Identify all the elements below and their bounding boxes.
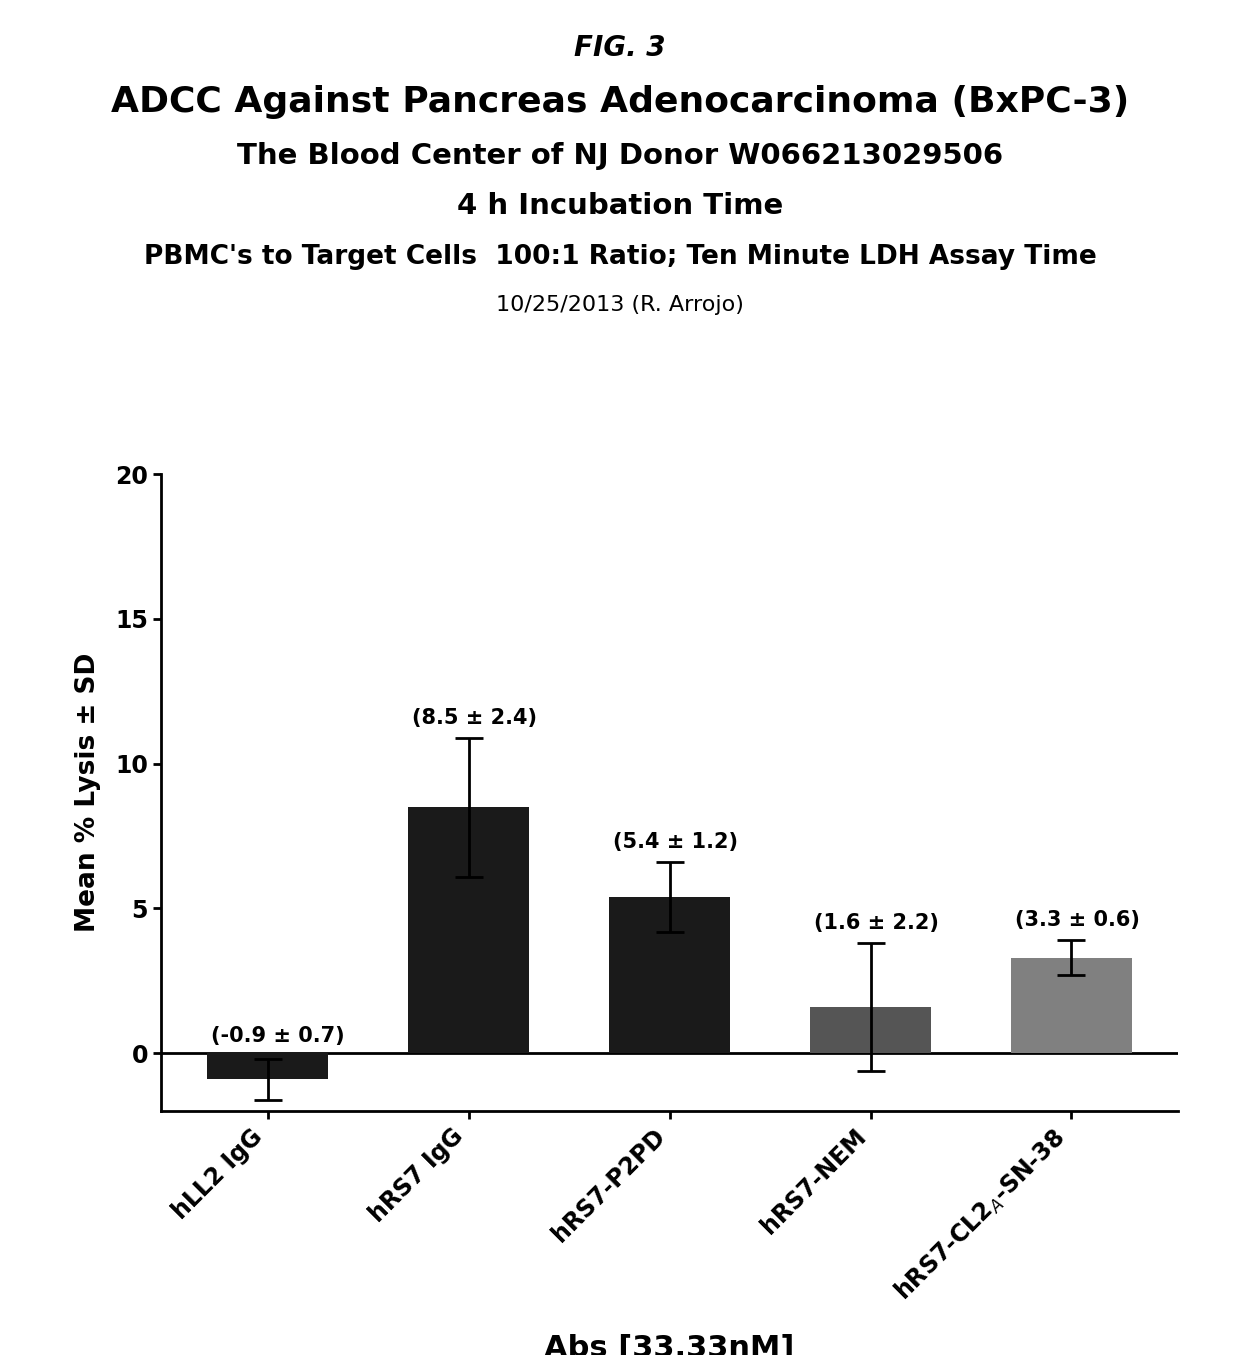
Text: The Blood Center of NJ Donor W066213029506: The Blood Center of NJ Donor W0662130295… xyxy=(237,142,1003,169)
Text: (8.5 ± 2.4): (8.5 ± 2.4) xyxy=(413,707,537,728)
Text: PBMC's to Target Cells  100:1 Ratio; Ten Minute LDH Assay Time: PBMC's to Target Cells 100:1 Ratio; Ten … xyxy=(144,244,1096,271)
Text: (1.6 ± 2.2): (1.6 ± 2.2) xyxy=(815,913,939,934)
Bar xyxy=(408,808,529,1053)
Text: 10/25/2013 (R. Arrojo): 10/25/2013 (R. Arrojo) xyxy=(496,295,744,314)
Text: (3.3 ± 0.6): (3.3 ± 0.6) xyxy=(1016,911,1140,930)
Bar xyxy=(609,897,730,1053)
Bar xyxy=(1011,958,1132,1053)
Bar xyxy=(207,1053,329,1079)
Text: ADCC Against Pancreas Adenocarcinoma (BxPC-3): ADCC Against Pancreas Adenocarcinoma (Bx… xyxy=(110,84,1130,119)
Text: (-0.9 ± 0.7): (-0.9 ± 0.7) xyxy=(212,1026,345,1046)
Y-axis label: Mean % Lysis ± SD: Mean % Lysis ± SD xyxy=(76,653,102,932)
Text: FIG. 3: FIG. 3 xyxy=(574,34,666,62)
Text: 4 h Incubation Time: 4 h Incubation Time xyxy=(456,192,784,220)
Text: (5.4 ± 1.2): (5.4 ± 1.2) xyxy=(614,832,738,852)
Bar xyxy=(810,1007,931,1053)
X-axis label: Abs [33.33nM]: Abs [33.33nM] xyxy=(544,1333,795,1355)
